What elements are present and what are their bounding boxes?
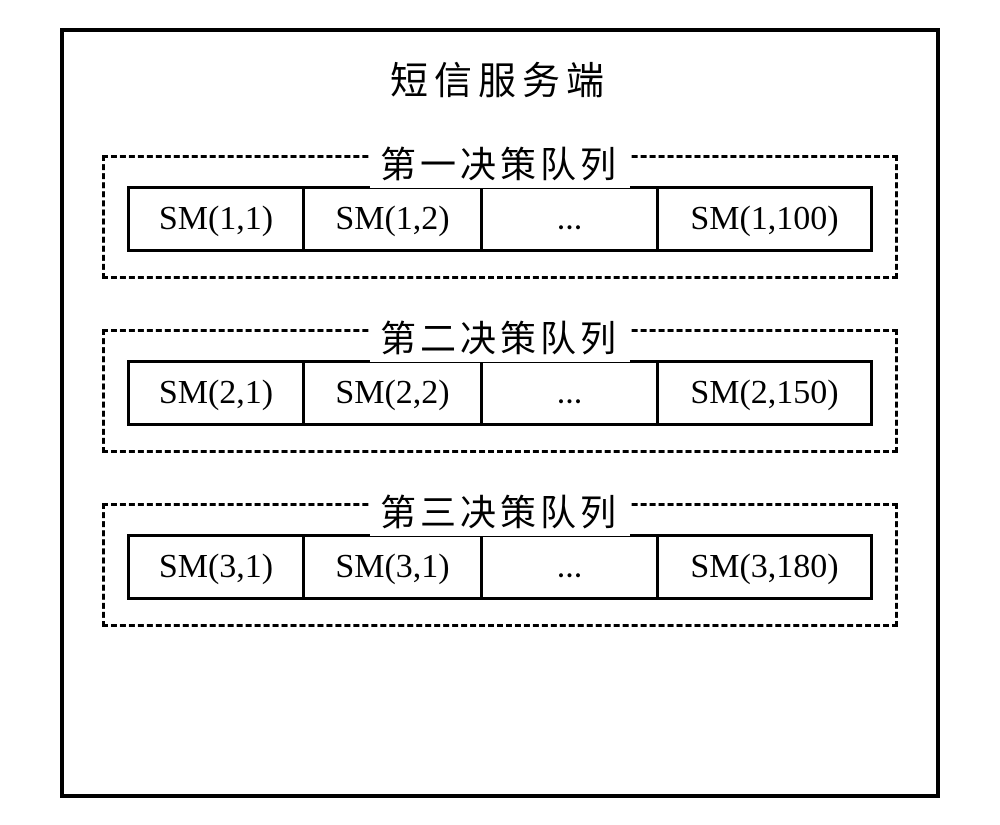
sms-server-container: 短信服务端 第一决策队列 SM(1,1) SM(1,2) ... SM(1,10… xyxy=(60,28,940,798)
queue-3-cell-1: SM(3,1) xyxy=(127,534,305,600)
queue-1-cells: SM(1,1) SM(1,2) ... SM(1,100) xyxy=(127,186,873,252)
queue-2-cell-1: SM(2,1) xyxy=(127,360,305,426)
queue-3-cell-ellipsis: ... xyxy=(483,534,659,600)
queue-1-cell-ellipsis: ... xyxy=(483,186,659,252)
queue-3-cell-last: SM(3,180) xyxy=(659,534,873,600)
queue-3-cell-2: SM(3,1) xyxy=(305,534,483,600)
queue-3: 第三决策队列 SM(3,1) SM(3,1) ... SM(3,180) xyxy=(102,503,898,627)
queue-2-cell-2: SM(2,2) xyxy=(305,360,483,426)
queue-2-cells: SM(2,1) SM(2,2) ... SM(2,150) xyxy=(127,360,873,426)
queue-1-box: 第一决策队列 SM(1,1) SM(1,2) ... SM(1,100) xyxy=(102,155,898,279)
queue-1-cell-2: SM(1,2) xyxy=(305,186,483,252)
queue-2-label: 第二决策队列 xyxy=(370,310,630,362)
queue-1-label: 第一决策队列 xyxy=(370,136,630,188)
container-title: 短信服务端 xyxy=(64,50,936,105)
queue-3-cells: SM(3,1) SM(3,1) ... SM(3,180) xyxy=(127,534,873,600)
queue-2-cell-last: SM(2,150) xyxy=(659,360,873,426)
queue-1-cell-last: SM(1,100) xyxy=(659,186,873,252)
queue-3-box: 第三决策队列 SM(3,1) SM(3,1) ... SM(3,180) xyxy=(102,503,898,627)
queue-1-cell-1: SM(1,1) xyxy=(127,186,305,252)
queue-2-box: 第二决策队列 SM(2,1) SM(2,2) ... SM(2,150) xyxy=(102,329,898,453)
queue-3-label: 第三决策队列 xyxy=(370,484,630,536)
queue-1: 第一决策队列 SM(1,1) SM(1,2) ... SM(1,100) xyxy=(102,155,898,279)
queue-2-cell-ellipsis: ... xyxy=(483,360,659,426)
queue-2: 第二决策队列 SM(2,1) SM(2,2) ... SM(2,150) xyxy=(102,329,898,453)
